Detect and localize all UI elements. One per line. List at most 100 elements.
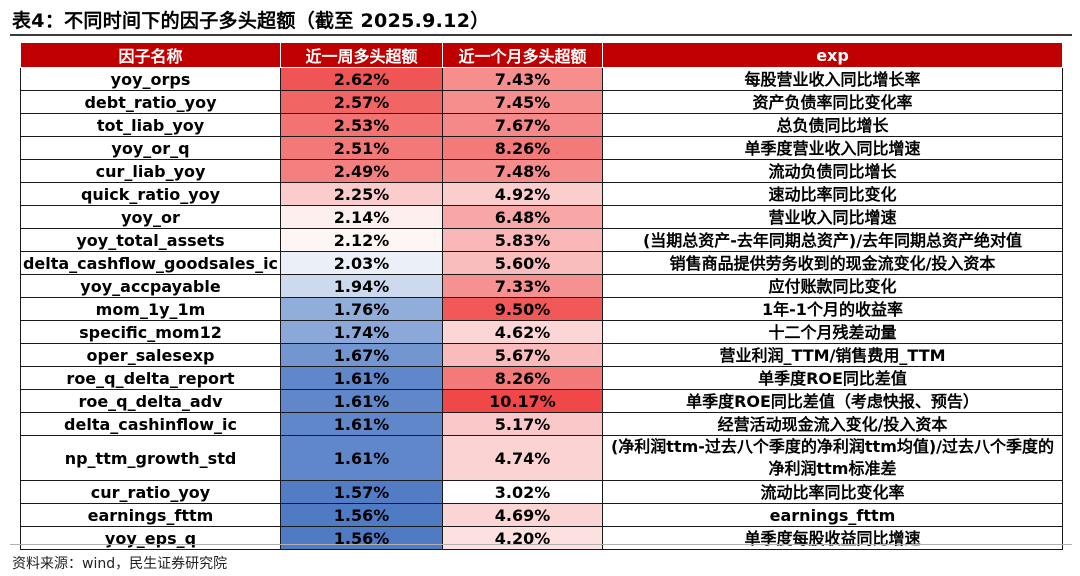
week-excess-cell: 1.61% [280, 412, 443, 436]
month-excess-cell: 9.50% [442, 297, 603, 321]
month-excess-cell: 4.69% [442, 503, 603, 527]
factor-name-cell: earnings_fttm [20, 503, 281, 527]
exp-cell: 单季度ROE同比差值（考虑快报、预告） [602, 389, 1063, 413]
week-excess-cell: 2.14% [280, 205, 443, 229]
week-excess-cell: 1.56% [280, 526, 443, 550]
week-excess-cell: 1.57% [280, 480, 443, 504]
week-excess-cell: 2.25% [280, 182, 443, 206]
month-excess-cell: 7.45% [442, 90, 603, 114]
table-row: earnings_fttm 1.56% 4.69% earnings_fttm [20, 503, 1063, 527]
table-row: np_ttm_growth_std 1.61% 4.74% (净利润ttm-过去八个季… [20, 435, 1063, 481]
week-excess-cell: 2.51% [280, 136, 443, 160]
factor-name-cell: specific_mom12 [20, 320, 281, 344]
factor-name-cell: delta_cashflow_goodsales_ic [20, 251, 281, 275]
factor-name-cell: yoy_or [20, 205, 281, 229]
month-excess-cell: 4.62% [442, 320, 603, 344]
table-row: quick_ratio_yoy 2.25% 4.92% 速动比率同比变化 [20, 182, 1063, 206]
table-title: 表4：不同时间下的因子多头超额（截至 2025.9.12） [12, 10, 490, 32]
month-excess-cell: 7.33% [442, 274, 603, 298]
exp-cell: 单季度每股收益同比增速 [602, 526, 1063, 550]
month-excess-cell: 5.60% [442, 251, 603, 275]
table-row: cur_ratio_yoy 1.57% 3.02% 流动比率同比变化率 [20, 480, 1063, 504]
week-excess-cell: 1.74% [280, 320, 443, 344]
week-excess-cell: 2.12% [280, 228, 443, 252]
exp-cell: (当期总资产-去年同期总资产)/去年同期总资产绝对值 [602, 228, 1063, 252]
title-divider [10, 34, 1072, 36]
factor-name-cell: mom_1y_1m [20, 297, 281, 321]
header-factor-name: 因子名称 [20, 42, 281, 68]
table-row: cur_liab_yoy 2.49% 7.48% 流动负债同比增长 [20, 159, 1063, 183]
source-note: 资料来源：wind，民生证券研究院 [12, 556, 228, 572]
week-excess-cell: 1.61% [280, 389, 443, 413]
exp-cell: 速动比率同比变化 [602, 182, 1063, 206]
month-excess-cell: 5.17% [442, 412, 603, 436]
month-excess-cell: 6.48% [442, 205, 603, 229]
table-row: roe_q_delta_report 1.61% 8.26% 单季度ROE同比差值 [20, 366, 1063, 390]
week-excess-cell: 2.49% [280, 159, 443, 183]
factor-name-cell: yoy_eps_q [20, 526, 281, 550]
week-excess-cell: 1.67% [280, 343, 443, 367]
month-excess-cell: 4.92% [442, 182, 603, 206]
factor-name-cell: yoy_or_q [20, 136, 281, 160]
table-row: delta_cashinflow_ic 1.61% 5.17% 经营活动现金流入变化/… [20, 412, 1063, 436]
header-month-excess: 近一个月多头超额 [442, 42, 603, 68]
table-row: mom_1y_1m 1.76% 9.50% 1年-1个月的收益率 [20, 297, 1063, 321]
table-row: specific_mom12 1.74% 4.62% 十二个月残差动量 [20, 320, 1063, 344]
header-week-excess: 近一周多头超额 [280, 42, 443, 68]
table-row: oper_salesexp 1.67% 5.67% 营业利润_TTM/销售费用_TTM [20, 343, 1063, 367]
week-excess-cell: 1.56% [280, 503, 443, 527]
exp-cell: 1年-1个月的收益率 [602, 297, 1063, 321]
factor-name-cell: quick_ratio_yoy [20, 182, 281, 206]
factor-name-cell: oper_salesexp [20, 343, 281, 367]
week-excess-cell: 2.62% [280, 67, 443, 91]
exp-cell: 单季度营业收入同比增速 [602, 136, 1063, 160]
exp-cell: 十二个月残差动量 [602, 320, 1063, 344]
factor-name-cell: yoy_total_assets [20, 228, 281, 252]
exp-cell: (净利润ttm-过去八个季度的净利润ttm均值)/过去八个季度的净利润ttm标准… [602, 435, 1063, 481]
header-row: 因子名称 近一周多头超额 近一个月多头超额 exp [20, 42, 1063, 68]
exp-cell: 营业收入同比增速 [602, 205, 1063, 229]
week-excess-cell: 1.61% [280, 366, 443, 390]
factor-excess-table: 因子名称 近一周多头超额 近一个月多头超额 exp yoy_orps 2.62% 7… [20, 42, 1063, 550]
table-row: yoy_or 2.14% 6.48% 营业收入同比增速 [20, 205, 1063, 229]
week-excess-cell: 1.76% [280, 297, 443, 321]
table-row: yoy_or_q 2.51% 8.26% 单季度营业收入同比增速 [20, 136, 1063, 160]
month-excess-cell: 8.26% [442, 366, 603, 390]
exp-cell: 单季度ROE同比差值 [602, 366, 1063, 390]
factor-name-cell: cur_liab_yoy [20, 159, 281, 183]
month-excess-cell: 3.02% [442, 480, 603, 504]
factor-name-cell: tot_liab_yoy [20, 113, 281, 137]
exp-cell: 流动比率同比变化率 [602, 480, 1063, 504]
exp-cell: 营业利润_TTM/销售费用_TTM [602, 343, 1063, 367]
week-excess-cell: 1.94% [280, 274, 443, 298]
table-row: delta_cashflow_goodsales_ic 2.03% 5.60% 销售商… [20, 251, 1063, 275]
exp-cell: 总负债同比增长 [602, 113, 1063, 137]
month-excess-cell: 5.67% [442, 343, 603, 367]
month-excess-cell: 8.26% [442, 136, 603, 160]
week-excess-cell: 2.03% [280, 251, 443, 275]
exp-cell: 资产负债率同比变化率 [602, 90, 1063, 114]
header-exp: exp [602, 42, 1063, 68]
table-row: yoy_eps_q 1.56% 4.20% 单季度每股收益同比增速 [20, 526, 1063, 550]
exp-cell: earnings_fttm [602, 503, 1063, 527]
month-excess-cell: 7.48% [442, 159, 603, 183]
factor-name-cell: cur_ratio_yoy [20, 480, 281, 504]
table-row: yoy_orps 2.62% 7.43% 每股营业收入同比增长率 [20, 67, 1063, 91]
month-excess-cell: 7.67% [442, 113, 603, 137]
factor-name-cell: yoy_accpayable [20, 274, 281, 298]
factor-name-cell: yoy_orps [20, 67, 281, 91]
table-row: yoy_total_assets 2.12% 5.83% (当期总资产-去年同期总资产… [20, 228, 1063, 252]
factor-name-cell: delta_cashinflow_ic [20, 412, 281, 436]
month-excess-cell: 7.43% [442, 67, 603, 91]
week-excess-cell: 1.61% [280, 435, 443, 481]
exp-cell: 经营活动现金流入变化/投入资本 [602, 412, 1063, 436]
table-row: yoy_accpayable 1.94% 7.33% 应付账款同比变化 [20, 274, 1063, 298]
exp-cell: 销售商品提供劳务收到的现金流变化/投入资本 [602, 251, 1063, 275]
table-row: debt_ratio_yoy 2.57% 7.45% 资产负债率同比变化率 [20, 90, 1063, 114]
month-excess-cell: 10.17% [442, 389, 603, 413]
month-excess-cell: 5.83% [442, 228, 603, 252]
exp-cell: 每股营业收入同比增长率 [602, 67, 1063, 91]
week-excess-cell: 2.57% [280, 90, 443, 114]
month-excess-cell: 4.20% [442, 526, 603, 550]
table-row: tot_liab_yoy 2.53% 7.67% 总负债同比增长 [20, 113, 1063, 137]
